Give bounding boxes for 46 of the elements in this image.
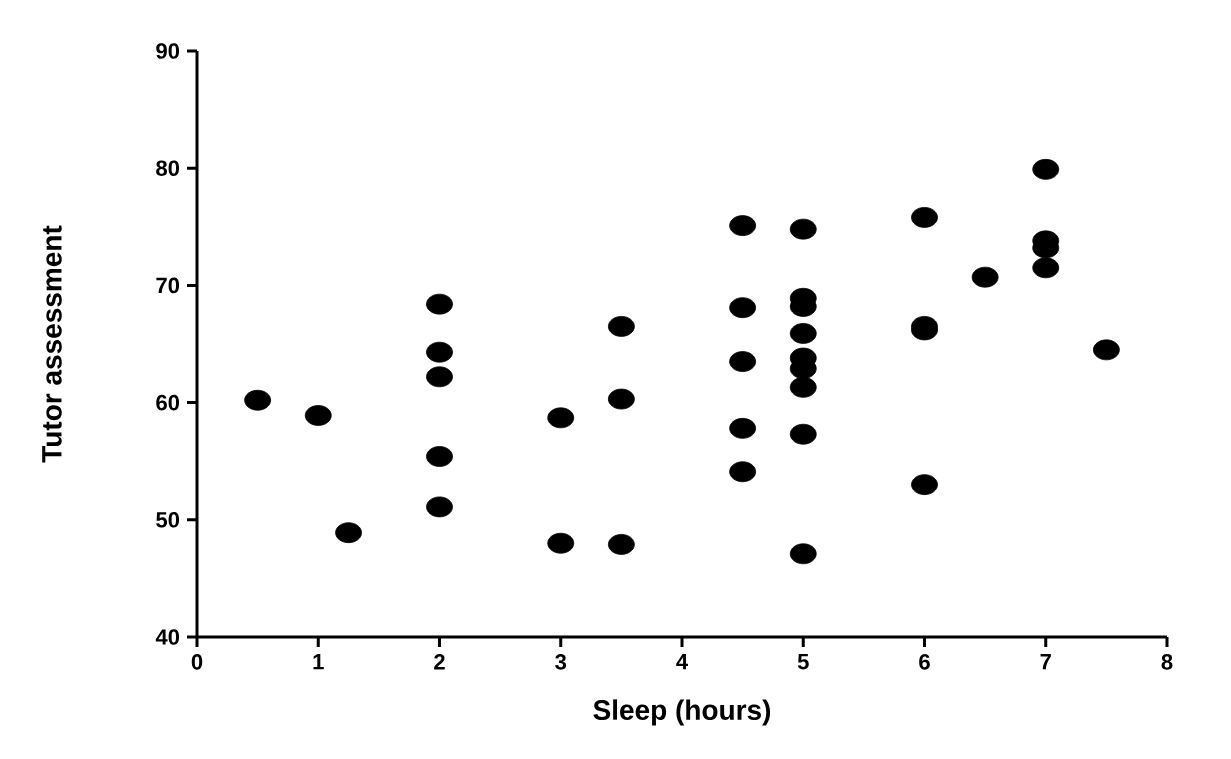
x-axis-title: Sleep (hours): [593, 699, 771, 726]
point: [1032, 158, 1060, 180]
point: [729, 351, 757, 372]
point: [304, 405, 332, 426]
x-tick-label: 8: [1161, 654, 1173, 670]
point: [729, 215, 757, 237]
point: [607, 534, 635, 555]
point: [789, 423, 817, 445]
y-axis-title: Tutor assessment: [42, 225, 62, 463]
point: [607, 316, 635, 337]
y-tick-label: 70: [156, 277, 180, 294]
point: [1032, 257, 1060, 279]
point: [911, 474, 938, 496]
point: [607, 388, 635, 410]
point: [547, 532, 575, 554]
x-tick-label: 5: [797, 654, 809, 670]
y-tick-label: 40: [155, 629, 180, 645]
point: [335, 522, 362, 544]
x-tick-label: 7: [1040, 654, 1051, 670]
point: [729, 297, 757, 319]
point: [426, 341, 453, 363]
y-tick-label: 90: [156, 43, 180, 59]
point: [1092, 339, 1120, 361]
y-tick-label: 60: [156, 394, 180, 411]
point: [789, 543, 817, 565]
point: [426, 293, 453, 315]
point: [426, 446, 453, 467]
x-tick-label: 4: [676, 654, 688, 670]
point: [729, 461, 757, 483]
point: [789, 376, 817, 398]
point: [911, 207, 938, 228]
point: [971, 266, 999, 288]
x-tick-label: 2: [434, 654, 445, 670]
x-tick-label: 0: [191, 654, 203, 670]
x-tick-label: 6: [919, 654, 930, 670]
point: [426, 496, 453, 518]
point: [729, 417, 757, 439]
point: [244, 389, 272, 411]
point: [789, 323, 817, 344]
y-tick-label: 50: [156, 512, 180, 528]
x-tick-label: 3: [555, 654, 567, 670]
point: [426, 366, 453, 388]
point: [789, 218, 817, 240]
point: [547, 407, 575, 429]
y-tick-label: 80: [156, 160, 180, 176]
x-tick-label: 1: [313, 654, 324, 670]
